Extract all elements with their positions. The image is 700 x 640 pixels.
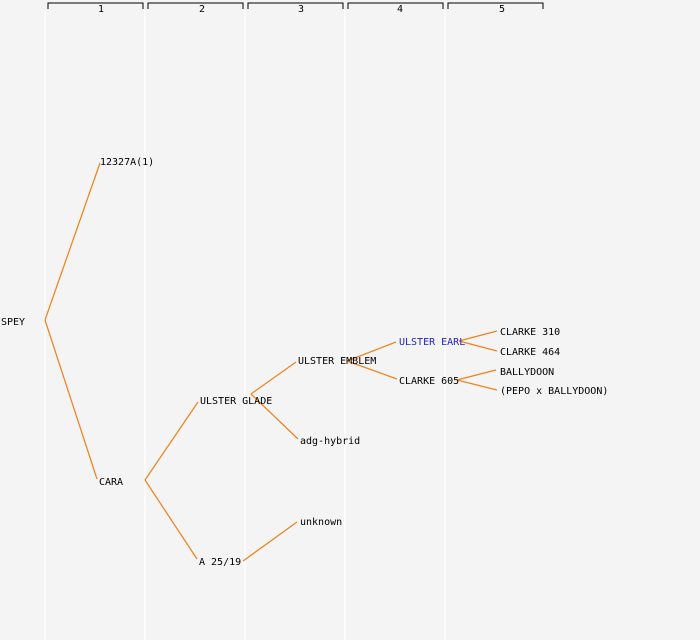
edge-earl-clarke310 bbox=[458, 330, 498, 342]
node-clarke605: CLARKE 605 bbox=[399, 376, 460, 387]
node-12327a1: 12327A(1) bbox=[100, 157, 155, 168]
edge-emblem-clarke605 bbox=[346, 360, 398, 380]
generation-bracket bbox=[447, 2, 544, 9]
node-a2519: A 25/19 bbox=[199, 557, 242, 568]
node-clarke310: CLARKE 310 bbox=[500, 327, 561, 338]
generation-bracket bbox=[147, 2, 244, 9]
generation-bracket bbox=[47, 2, 144, 9]
generation-label: 3 bbox=[298, 4, 304, 15]
node-spey: SPEY bbox=[1, 317, 26, 328]
node-cara: CARA bbox=[99, 477, 124, 488]
edge-cara-ulster-glade bbox=[144, 401, 199, 481]
edge-cara-a2519 bbox=[144, 479, 198, 560]
node-pepo-x-ballydoon: (PEPO x BALLYDOON) bbox=[500, 386, 609, 397]
node-adg-hybrid: adg-hybrid bbox=[300, 436, 361, 447]
edge-emblem-ulster-earl bbox=[346, 341, 397, 362]
edge-spey-cara bbox=[44, 319, 98, 480]
edge-earl-clarke464 bbox=[458, 340, 498, 352]
generation-bracket bbox=[347, 2, 444, 9]
node-unknown: unknown bbox=[300, 517, 343, 528]
node-ballydoon: BALLYDOON bbox=[500, 367, 555, 378]
generation-label: 1 bbox=[98, 4, 104, 15]
node-ulster-earl-link[interactable]: ULSTER EARL bbox=[399, 337, 466, 348]
generation-bracket bbox=[247, 2, 344, 9]
edge-spey-12327a1 bbox=[44, 162, 101, 321]
node-ulster-emblem: ULSTER EMBLEM bbox=[298, 356, 377, 367]
node-ulster-glade: ULSTER GLADE bbox=[200, 396, 273, 407]
generation-label: 4 bbox=[397, 4, 403, 15]
edge-clarke605-pepo bbox=[456, 379, 498, 391]
edge-ulster-glade-emblem bbox=[250, 361, 297, 395]
generation-label: 5 bbox=[499, 4, 505, 15]
generation-label: 2 bbox=[199, 4, 205, 15]
edge-ulster-glade-adg-hybrid bbox=[250, 393, 299, 440]
node-clarke464: CLARKE 464 bbox=[500, 347, 561, 358]
edge-a2519-unknown bbox=[242, 521, 298, 562]
edge-clarke605-ballydoon bbox=[456, 369, 497, 381]
